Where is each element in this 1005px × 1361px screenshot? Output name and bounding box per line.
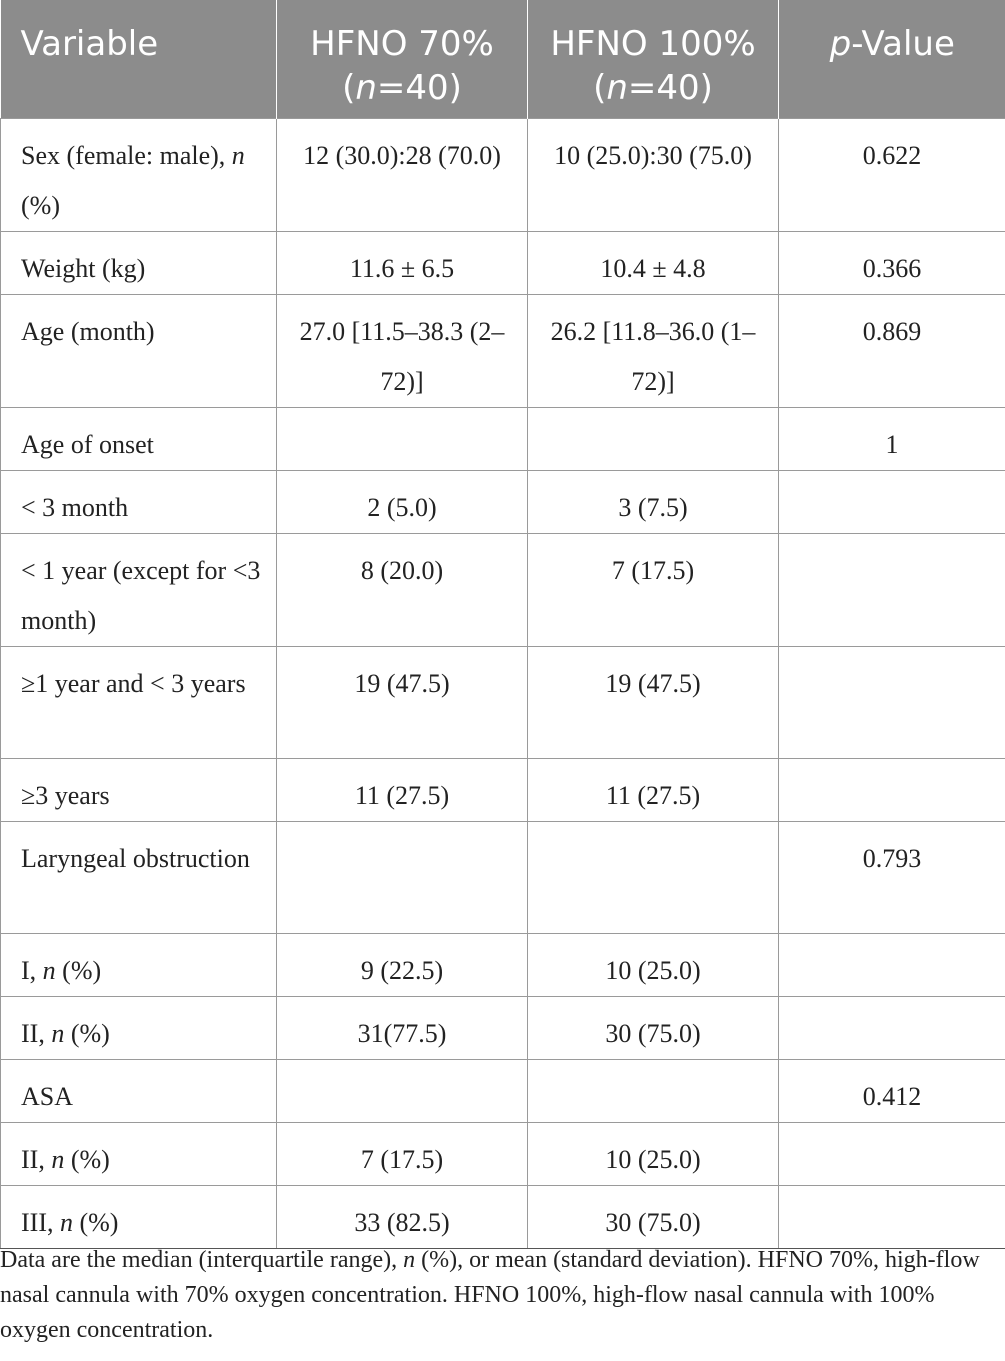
table-row: III, n (%) 33 (82.5) 30 (75.0) — [0, 1184, 1005, 1249]
cell-pvalue: 0.412 — [778, 1058, 1005, 1123]
table-row: Sex (female: male), n (%) 12 (30.0):28 (… — [0, 117, 1005, 232]
table-row: ≥3 years 11 (27.5) 11 (27.5) — [0, 757, 1005, 822]
cell-hfno70: 2 (5.0) — [276, 469, 528, 534]
cell-hfno70: 27.0 [11.5–38.3 (2–72)] — [276, 293, 528, 408]
row-label: Age (month) — [0, 293, 277, 408]
table-row: Age of onset 1 — [0, 406, 1005, 471]
row-label: Weight (kg) — [0, 230, 277, 295]
cell-pvalue — [778, 757, 1005, 822]
header-pvalue: p-Value — [778, 0, 1005, 118]
cell-hfno100: 3 (7.5) — [527, 469, 779, 534]
table-row: < 3 month 2 (5.0) 3 (7.5) — [0, 469, 1005, 534]
row-label: II, n (%) — [0, 1121, 277, 1186]
cell-hfno70: 33 (82.5) — [276, 1184, 528, 1249]
cell-hfno70: 31(77.5) — [276, 995, 528, 1060]
cell-hfno70 — [276, 1058, 528, 1123]
cell-hfno100: 10 (25.0):30 (75.0) — [527, 117, 779, 232]
cell-pvalue — [778, 932, 1005, 997]
header-hfno70: HFNO 70% (n=40) — [276, 0, 528, 118]
cell-pvalue: 0.366 — [778, 230, 1005, 295]
table-row: < 1 year (except for <3 month) 8 (20.0) … — [0, 532, 1005, 647]
row-label: Age of onset — [0, 406, 277, 471]
cell-hfno70: 11.6 ± 6.5 — [276, 230, 528, 295]
cell-hfno100: 10 (25.0) — [527, 1121, 779, 1186]
header-hfno100-label: HFNO 100% — [550, 24, 756, 64]
table-row: II, n (%) 7 (17.5) 10 (25.0) — [0, 1121, 1005, 1186]
cell-hfno70: 9 (22.5) — [276, 932, 528, 997]
row-label: Sex (female: male), n (%) — [0, 117, 277, 232]
cell-pvalue — [778, 1184, 1005, 1249]
cell-hfno70: 19 (47.5) — [276, 645, 528, 759]
cell-hfno70 — [276, 820, 528, 934]
table-row: Age (month) 27.0 [11.5–38.3 (2–72)] 26.2… — [0, 293, 1005, 408]
table-row: I, n (%) 9 (22.5) 10 (25.0) — [0, 932, 1005, 997]
cell-pvalue: 0.869 — [778, 293, 1005, 408]
header-row: Variable HFNO 70% (n=40) HFNO 100% (n=40) … — [0, 0, 1005, 118]
row-label: II, n (%) — [0, 995, 277, 1060]
cell-pvalue — [778, 532, 1005, 647]
cell-pvalue: 0.793 — [778, 820, 1005, 934]
cell-pvalue: 1 — [778, 406, 1005, 471]
header-hfno70-label: HFNO 70% — [310, 24, 494, 64]
row-label: III, n (%) — [0, 1184, 277, 1249]
cell-hfno100 — [527, 1058, 779, 1123]
cell-hfno70: 12 (30.0):28 (70.0) — [276, 117, 528, 232]
header-hfno100: HFNO 100% (n=40) — [527, 0, 779, 118]
cell-hfno100 — [527, 406, 779, 471]
table-footnote: Data are the median (interquartile range… — [0, 1247, 980, 1343]
header-variable: Variable — [0, 0, 277, 118]
cell-hfno100: 30 (75.0) — [527, 1184, 779, 1249]
cell-hfno100: 7 (17.5) — [527, 532, 779, 647]
table-row: Laryngeal obstruction 0.793 — [0, 820, 1005, 934]
cell-hfno100: 10.4 ± 4.8 — [527, 230, 779, 295]
cell-hfno100 — [527, 820, 779, 934]
table-row: ≥1 year and < 3 years 19 (47.5) 19 (47.5… — [0, 645, 1005, 759]
header-hfno70-n: (n=40) — [342, 68, 462, 108]
row-label: I, n (%) — [0, 932, 277, 997]
row-label: ≥1 year and < 3 years — [0, 645, 277, 759]
cell-pvalue — [778, 645, 1005, 759]
data-table: Variable HFNO 70% (n=40) HFNO 100% (n=40) … — [0, 0, 1005, 1249]
row-label: ASA — [0, 1058, 277, 1123]
row-label: Laryngeal obstruction — [0, 820, 277, 934]
table-row: ASA 0.412 — [0, 1058, 1005, 1123]
cell-hfno70: 11 (27.5) — [276, 757, 528, 822]
cell-pvalue: 0.622 — [778, 117, 1005, 232]
cell-pvalue — [778, 469, 1005, 534]
cell-hfno100: 11 (27.5) — [527, 757, 779, 822]
row-label: < 3 month — [0, 469, 277, 534]
cell-hfno100: 10 (25.0) — [527, 932, 779, 997]
cell-pvalue — [778, 1121, 1005, 1186]
cell-pvalue — [778, 995, 1005, 1060]
row-label: < 1 year (except for <3 month) — [0, 532, 277, 647]
cell-hfno100: 30 (75.0) — [527, 995, 779, 1060]
cell-hfno100: 19 (47.5) — [527, 645, 779, 759]
cell-hfno70: 7 (17.5) — [276, 1121, 528, 1186]
cell-hfno70 — [276, 406, 528, 471]
table-row: Weight (kg) 11.6 ± 6.5 10.4 ± 4.8 0.366 — [0, 230, 1005, 295]
row-label: ≥3 years — [0, 757, 277, 822]
table-row: II, n (%) 31(77.5) 30 (75.0) — [0, 995, 1005, 1060]
cell-hfno70: 8 (20.0) — [276, 532, 528, 647]
header-hfno100-n: (n=40) — [593, 68, 713, 108]
cell-hfno100: 26.2 [11.8–36.0 (1–72)] — [527, 293, 779, 408]
